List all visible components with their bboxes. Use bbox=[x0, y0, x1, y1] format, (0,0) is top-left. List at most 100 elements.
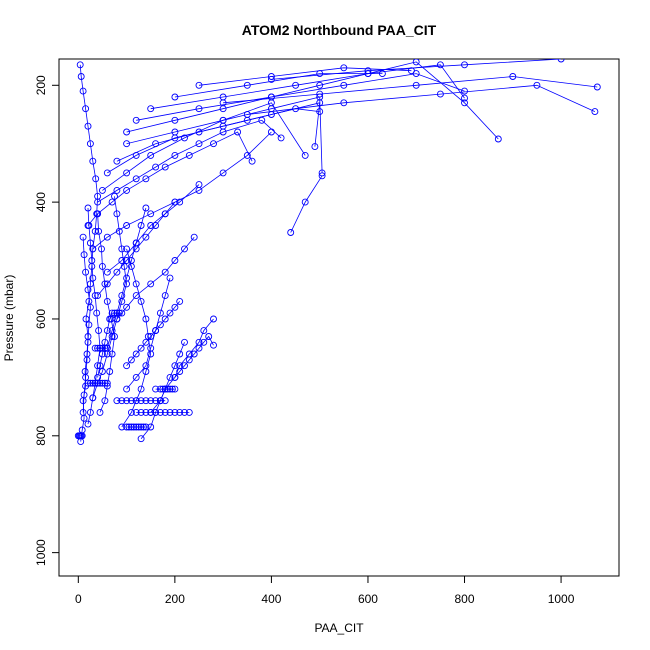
data-point bbox=[98, 262, 106, 270]
data-point bbox=[137, 423, 145, 431]
data-point bbox=[161, 408, 169, 416]
data-point bbox=[258, 116, 266, 124]
data-point bbox=[132, 175, 140, 183]
data-point bbox=[76, 61, 84, 69]
data-point bbox=[82, 268, 90, 276]
data-point bbox=[210, 315, 217, 323]
series-line bbox=[155, 301, 181, 331]
series-line bbox=[126, 61, 499, 140]
series-line bbox=[92, 131, 272, 250]
data-point bbox=[147, 280, 155, 288]
series-9 bbox=[103, 204, 150, 352]
series-18 bbox=[113, 105, 324, 165]
data-point bbox=[171, 198, 179, 206]
data-point bbox=[125, 423, 133, 431]
series-line bbox=[116, 236, 195, 320]
data-point bbox=[185, 151, 193, 159]
data-point bbox=[301, 151, 309, 159]
data-point bbox=[123, 397, 131, 405]
data-point bbox=[156, 408, 164, 416]
series-27 bbox=[243, 81, 599, 118]
data-point bbox=[557, 59, 565, 63]
data-point bbox=[200, 327, 208, 335]
data-point bbox=[142, 204, 150, 212]
series-line bbox=[271, 59, 562, 80]
data-point bbox=[159, 385, 167, 393]
data-point bbox=[152, 408, 160, 416]
data-point bbox=[219, 116, 227, 124]
data-point bbox=[166, 309, 174, 317]
data-point bbox=[461, 94, 468, 102]
data-point bbox=[152, 163, 160, 171]
series-24 bbox=[171, 70, 386, 101]
data-point bbox=[89, 274, 97, 282]
data-point bbox=[316, 90, 324, 98]
series-12 bbox=[103, 181, 203, 276]
data-point bbox=[127, 423, 135, 431]
data-point bbox=[103, 280, 111, 288]
data-point bbox=[132, 423, 140, 431]
series-15 bbox=[94, 116, 285, 206]
data-point bbox=[84, 222, 92, 229]
data-point bbox=[316, 81, 324, 89]
data-point bbox=[86, 140, 94, 148]
data-point bbox=[118, 423, 126, 431]
data-point bbox=[98, 344, 106, 352]
data-point bbox=[95, 227, 103, 235]
series-line bbox=[247, 84, 596, 115]
data-point bbox=[94, 210, 102, 218]
data-point bbox=[137, 344, 145, 352]
data-point bbox=[91, 379, 99, 387]
data-point bbox=[142, 362, 150, 370]
data-point bbox=[248, 157, 256, 165]
data-point bbox=[118, 309, 126, 317]
data-point bbox=[89, 157, 97, 165]
data-point bbox=[171, 362, 179, 370]
data-point bbox=[412, 81, 420, 89]
data-point bbox=[78, 432, 86, 440]
data-point bbox=[147, 423, 155, 431]
data-point bbox=[95, 327, 103, 335]
data-point bbox=[147, 105, 155, 113]
data-point bbox=[123, 128, 131, 136]
data-point bbox=[195, 81, 203, 89]
y-tick-label: 1000 bbox=[34, 539, 48, 566]
data-point bbox=[82, 105, 90, 113]
data-point bbox=[176, 198, 184, 206]
data-point bbox=[98, 245, 105, 253]
data-point bbox=[287, 229, 295, 236]
data-point bbox=[137, 297, 145, 305]
data-point bbox=[113, 397, 121, 405]
data-point bbox=[147, 333, 155, 340]
data-point bbox=[111, 192, 118, 200]
data-point bbox=[176, 350, 184, 358]
data-point bbox=[96, 408, 104, 416]
data-point bbox=[84, 204, 92, 212]
data-point bbox=[161, 292, 169, 300]
data-point bbox=[267, 73, 275, 80]
data-point bbox=[171, 303, 179, 311]
data-point bbox=[161, 315, 169, 323]
data-point bbox=[98, 186, 106, 194]
y-axis-label: Pressure (mbar) bbox=[2, 275, 16, 362]
data-point bbox=[533, 81, 541, 89]
data-point bbox=[79, 87, 87, 95]
data-point bbox=[461, 87, 468, 95]
data-point bbox=[185, 356, 193, 364]
data-point bbox=[461, 99, 468, 107]
data-point bbox=[94, 362, 102, 370]
data-point bbox=[84, 286, 92, 294]
series-line bbox=[136, 73, 465, 121]
data-point bbox=[195, 105, 203, 113]
data-point bbox=[113, 186, 121, 194]
data-point bbox=[142, 315, 150, 323]
data-point bbox=[91, 344, 99, 352]
y-tick-label: 600 bbox=[34, 309, 48, 329]
data-point bbox=[412, 59, 420, 66]
series-line bbox=[107, 102, 321, 174]
data-point bbox=[243, 111, 251, 118]
series-34 bbox=[84, 379, 111, 387]
data-point bbox=[98, 368, 106, 375]
data-point bbox=[89, 394, 97, 402]
